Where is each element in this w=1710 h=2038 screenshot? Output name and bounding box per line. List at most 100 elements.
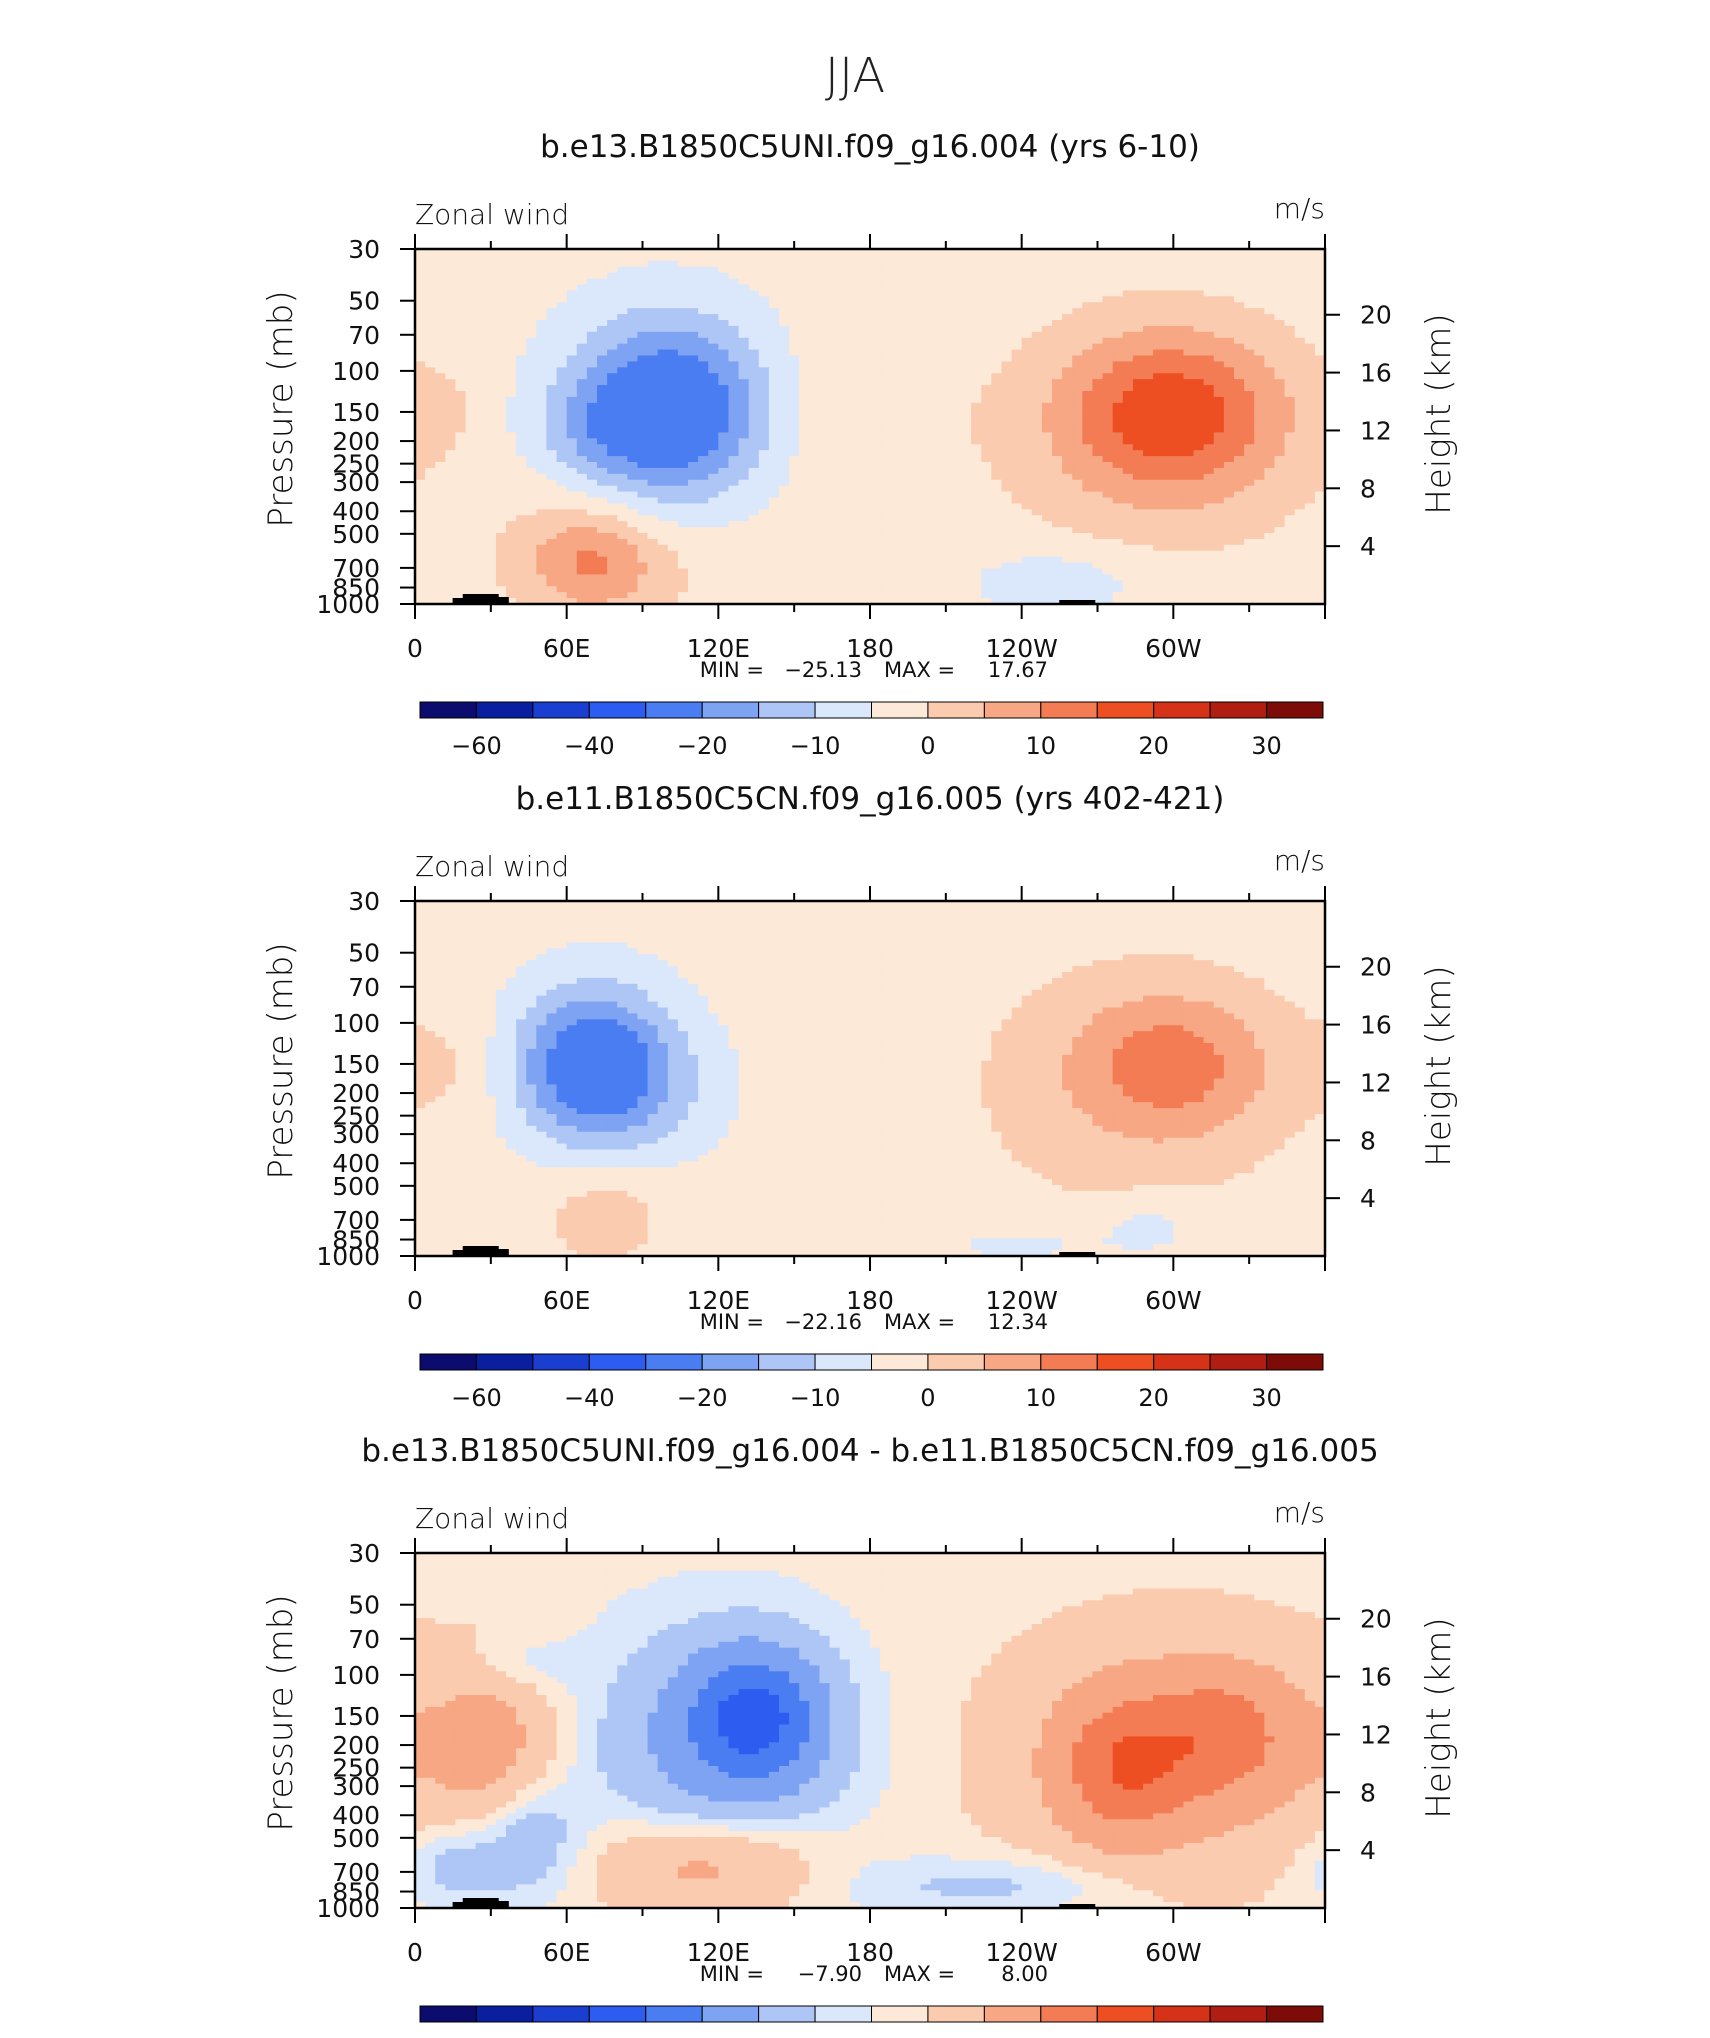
field-cell [809, 391, 820, 398]
field-cell [1103, 545, 1114, 552]
field-cell [1113, 397, 1124, 404]
field-cell [557, 409, 568, 416]
field-cell [476, 379, 487, 386]
field-cell [779, 403, 790, 410]
field-cell [1234, 391, 1245, 398]
field-cell [627, 320, 638, 327]
field-cell [476, 279, 487, 286]
field-cell [728, 290, 739, 297]
field-cell [799, 367, 810, 374]
field-cell [1072, 527, 1083, 534]
field-cell [941, 492, 952, 499]
field-cell [648, 574, 659, 581]
field-cell [900, 273, 911, 280]
field-cell [1264, 344, 1275, 351]
field-cell [890, 391, 901, 398]
field-cell [1244, 486, 1255, 493]
field-cell [1103, 563, 1114, 570]
field-cell [749, 279, 760, 286]
field-cell [910, 551, 921, 558]
field-cell [850, 539, 861, 546]
field-cell [1012, 415, 1023, 422]
field-cell [627, 480, 638, 487]
field-cell [880, 350, 891, 357]
field-cell [1082, 273, 1093, 280]
field-cell [496, 385, 507, 392]
field-cell [455, 308, 466, 315]
field-cell [627, 539, 638, 546]
field-cell [587, 468, 598, 475]
field-cell [1143, 545, 1154, 552]
field-cell [678, 314, 689, 321]
field-cell [567, 545, 578, 552]
field-cell [1264, 308, 1275, 315]
field-cell [1123, 308, 1134, 315]
field-cell [769, 361, 780, 368]
field-cell [749, 444, 760, 451]
field-cell [637, 503, 648, 510]
field-cell [1001, 533, 1012, 540]
field-cell [739, 279, 750, 286]
field-cell [850, 557, 861, 564]
field-cell [961, 509, 972, 516]
field-cell [577, 350, 588, 357]
field-cell [921, 314, 932, 321]
field-cell [577, 397, 588, 404]
field-cell [1264, 474, 1275, 481]
field-cell [921, 421, 932, 428]
field-cell [718, 338, 729, 345]
field-cell [1133, 279, 1144, 286]
field-cell [688, 432, 699, 439]
field-cell [991, 492, 1002, 499]
field-cell [415, 302, 426, 309]
field-cell [1042, 332, 1053, 339]
field-cell [1183, 409, 1194, 416]
field-cell [445, 557, 456, 564]
field-cell [759, 373, 770, 380]
field-cell [769, 515, 780, 522]
field-cell [1032, 403, 1043, 410]
field-cell [536, 569, 547, 576]
field-cell [506, 279, 517, 286]
field-cell [1062, 486, 1073, 493]
field-cell [840, 261, 851, 268]
field-cell [921, 427, 932, 434]
field-cell [789, 391, 800, 398]
field-cell [1092, 421, 1103, 428]
field-cell [840, 373, 851, 380]
field-cell [567, 267, 578, 274]
field-cell [749, 285, 760, 292]
field-cell [1224, 521, 1235, 528]
field-cell [840, 486, 851, 493]
field-cell [1123, 444, 1134, 451]
field-cell [1042, 356, 1053, 363]
field-cell [466, 563, 477, 570]
field-cell [850, 332, 861, 339]
field-cell [981, 320, 992, 327]
field-cell [931, 509, 942, 516]
field-cell [1254, 533, 1265, 540]
field-cell [1032, 285, 1043, 292]
field-cell [506, 521, 517, 528]
field-cell [981, 444, 992, 451]
field-cell [870, 338, 881, 345]
field-cell [668, 261, 679, 268]
field-cell [1052, 533, 1063, 540]
field-cell [627, 569, 638, 576]
field-cell [506, 350, 517, 357]
field-cell [455, 332, 466, 339]
field-cell [840, 338, 851, 345]
field-cell [587, 527, 598, 534]
field-cell [951, 432, 962, 439]
field-cell [1285, 361, 1296, 368]
field-cell [779, 569, 790, 576]
field-cell [1254, 261, 1265, 268]
field-cell [536, 456, 547, 463]
field-cell [718, 361, 729, 368]
field-cell [1254, 456, 1265, 463]
field-cell [1305, 403, 1316, 410]
field-cell [557, 486, 568, 493]
field-cell [658, 509, 669, 516]
field-cell [991, 373, 1002, 380]
field-cell [769, 279, 780, 286]
